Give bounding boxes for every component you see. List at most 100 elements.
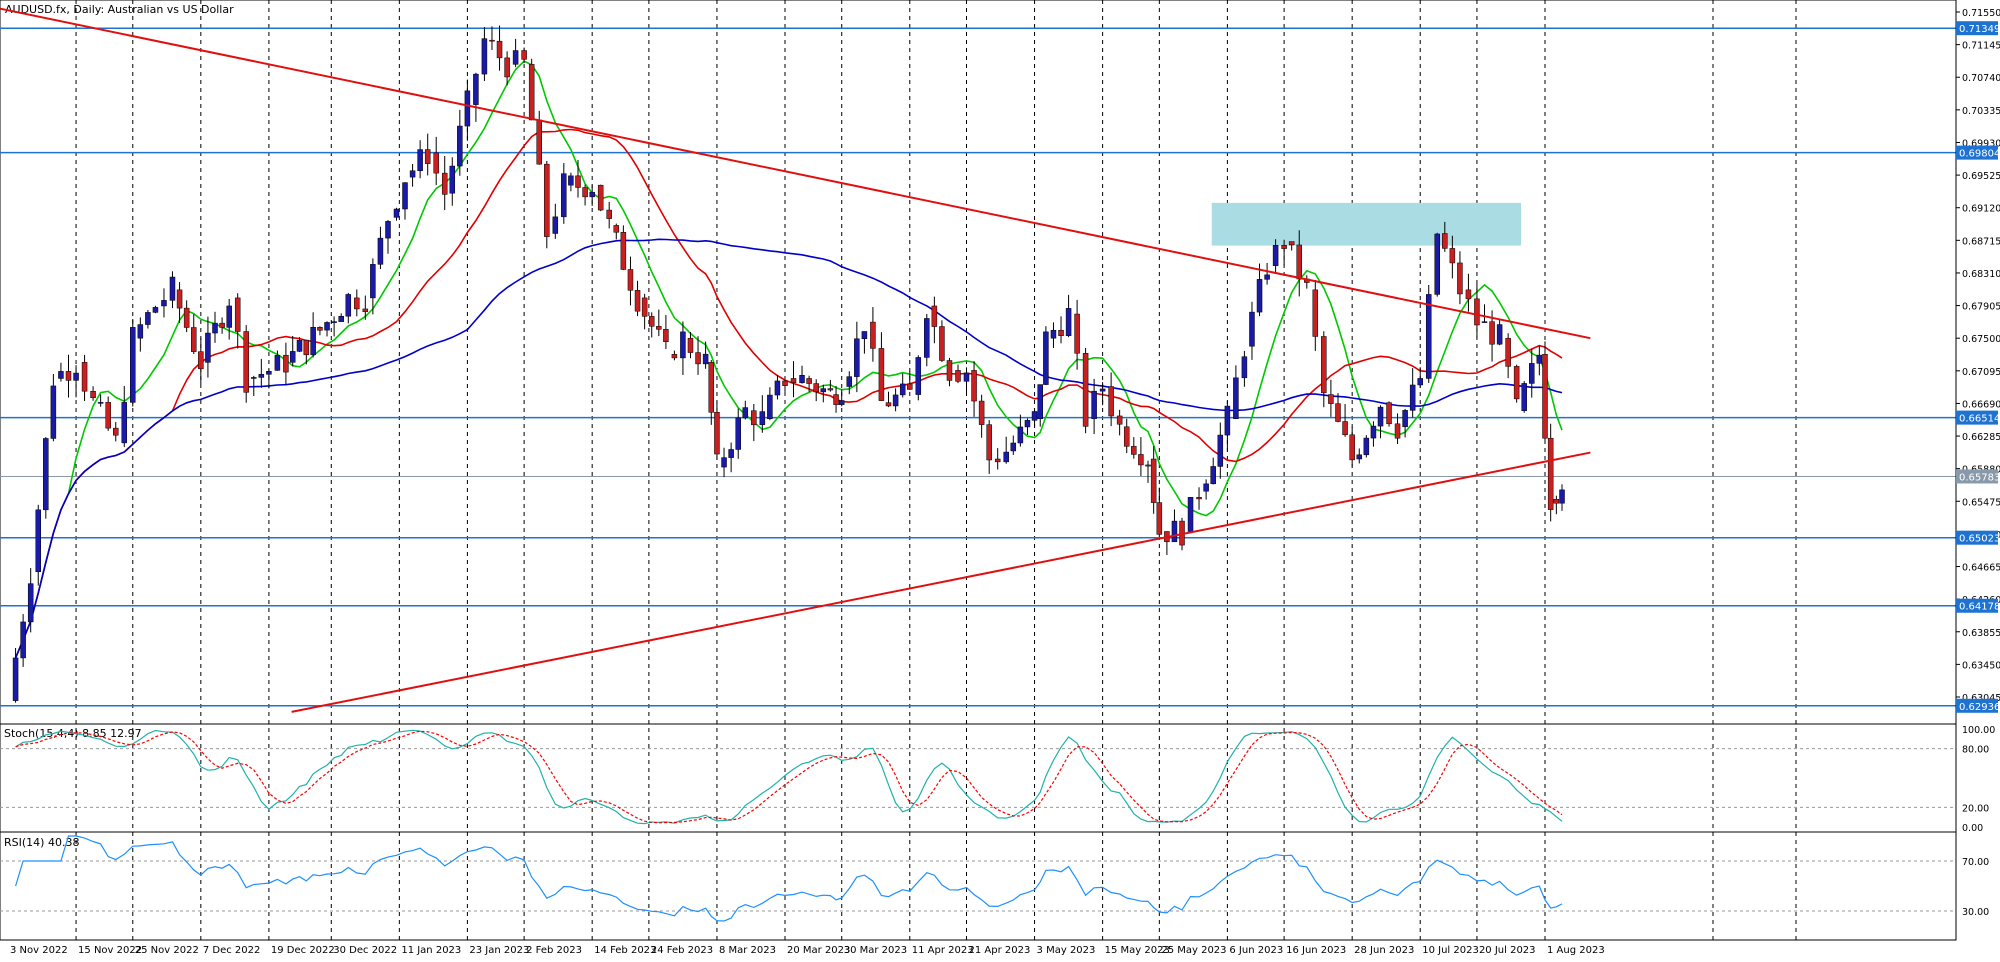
date-label: 24 Feb 2023 <box>651 945 713 956</box>
candle-body <box>597 184 604 211</box>
candle-body <box>1074 313 1080 354</box>
candle-body <box>43 438 49 511</box>
candle-body <box>924 318 930 358</box>
candle-body <box>1082 352 1089 427</box>
candle-body <box>782 380 788 386</box>
price-tick-label: 0.69525 <box>1962 171 2000 182</box>
candle-body <box>1312 289 1319 337</box>
level-tag-bg <box>1956 21 1998 36</box>
candle-body <box>198 351 204 370</box>
candle-body <box>994 458 1001 463</box>
candle-body <box>1402 410 1408 428</box>
candle-body <box>627 269 634 291</box>
price-tick-label: 0.63855 <box>1962 628 2000 639</box>
trendlines <box>0 7 1591 713</box>
price-tick-label: 0.71145 <box>1962 41 2000 52</box>
candle-body <box>907 383 913 390</box>
candle-body <box>827 388 834 391</box>
rsi-tick-label: 30.00 <box>1962 907 1989 918</box>
stoch-main-line <box>15 729 1563 825</box>
stoch-tick-label: 100.00 <box>1962 725 1995 736</box>
level-tag-label: 0.69804 <box>1959 149 2000 160</box>
candle-body <box>735 417 741 450</box>
candle-body <box>1272 244 1279 266</box>
candle-body <box>1249 311 1255 347</box>
candle-body <box>1196 497 1202 500</box>
candle-body <box>251 377 257 379</box>
candle-body <box>1342 421 1348 436</box>
candle-body <box>790 378 797 384</box>
price-tick-label: 0.63450 <box>1962 660 2000 671</box>
date-label: 25 May 2023 <box>1161 945 1226 956</box>
candle-body <box>1370 425 1377 439</box>
candle-body <box>1386 402 1392 425</box>
candle-body <box>1264 274 1270 280</box>
price-tick-label: 0.65475 <box>1962 497 2000 508</box>
date-label: 20 Mar 2023 <box>787 945 850 956</box>
candle-body <box>1496 324 1503 345</box>
resistance-zone <box>1211 202 1521 246</box>
candle-body <box>190 327 197 352</box>
level-tag-label: 0.62936 <box>1959 702 2000 713</box>
candle-body <box>449 165 456 194</box>
date-label: 30 Dec 2022 <box>333 945 397 956</box>
candle-body <box>1131 446 1137 455</box>
price-tick-label: 0.69930 <box>1962 138 2000 149</box>
candle-body <box>1542 354 1548 439</box>
rsi-tick-label: 70.00 <box>1962 857 1989 868</box>
candle-body <box>27 583 34 623</box>
date-label: 19 Dec 2022 <box>271 945 335 956</box>
price-tick-label: 0.70335 <box>1962 106 2000 117</box>
candle-body <box>1031 411 1038 421</box>
date-label: 20 Jul 2023 <box>1479 945 1536 956</box>
price-tick-label: 0.63045 <box>1962 693 2000 704</box>
candle-body <box>1108 386 1114 417</box>
candle-body <box>931 305 938 327</box>
candle-body <box>613 225 620 233</box>
candle-body <box>441 172 448 195</box>
candle-body <box>978 400 985 425</box>
candle-body <box>212 322 218 334</box>
level-tag-bg <box>1956 698 1998 713</box>
candle-body <box>648 316 655 327</box>
price-tick-label: 0.64665 <box>1962 563 2000 574</box>
candle-body <box>878 348 885 401</box>
candle-body <box>81 362 88 392</box>
candle-body <box>986 424 992 461</box>
candle-body <box>1058 329 1064 336</box>
candle-body <box>183 307 190 328</box>
candle-body <box>464 90 471 127</box>
candle-body <box>1505 337 1511 367</box>
candle-body <box>1241 356 1248 379</box>
date-label: 6 Jun 2023 <box>1229 945 1283 956</box>
candle-body <box>1363 437 1370 456</box>
candle-body <box>1150 458 1157 503</box>
candle-body <box>1328 394 1334 404</box>
candle-body <box>955 370 961 382</box>
date-label: 1 Aug 2023 <box>1547 945 1605 956</box>
candle-body <box>331 321 337 323</box>
candle-body <box>1529 363 1535 384</box>
date-label: 11 Jan 2023 <box>401 945 461 956</box>
price-tick-label: 0.70740 <box>1962 73 2000 84</box>
candle-body <box>854 338 860 377</box>
candle-body <box>324 322 330 331</box>
candle-body <box>1217 434 1224 467</box>
candle-body <box>1256 279 1263 313</box>
candle-body <box>512 50 519 65</box>
candle-body <box>496 40 503 59</box>
level-tag-label: 0.71349 <box>1959 24 2000 35</box>
candle-body <box>774 380 781 396</box>
candle-body <box>433 152 439 174</box>
candle-body <box>1233 377 1239 419</box>
date-label: 7 Dec 2022 <box>203 945 261 956</box>
candle-body <box>354 297 360 310</box>
candle-body <box>528 64 535 121</box>
candle-body <box>870 321 876 349</box>
candle-body <box>105 402 111 429</box>
main-panel: AUDUSD.fx, Daily: Australian vs US Dolla… <box>0 0 1957 725</box>
candle-body <box>1465 289 1472 300</box>
candle-body <box>742 407 749 419</box>
